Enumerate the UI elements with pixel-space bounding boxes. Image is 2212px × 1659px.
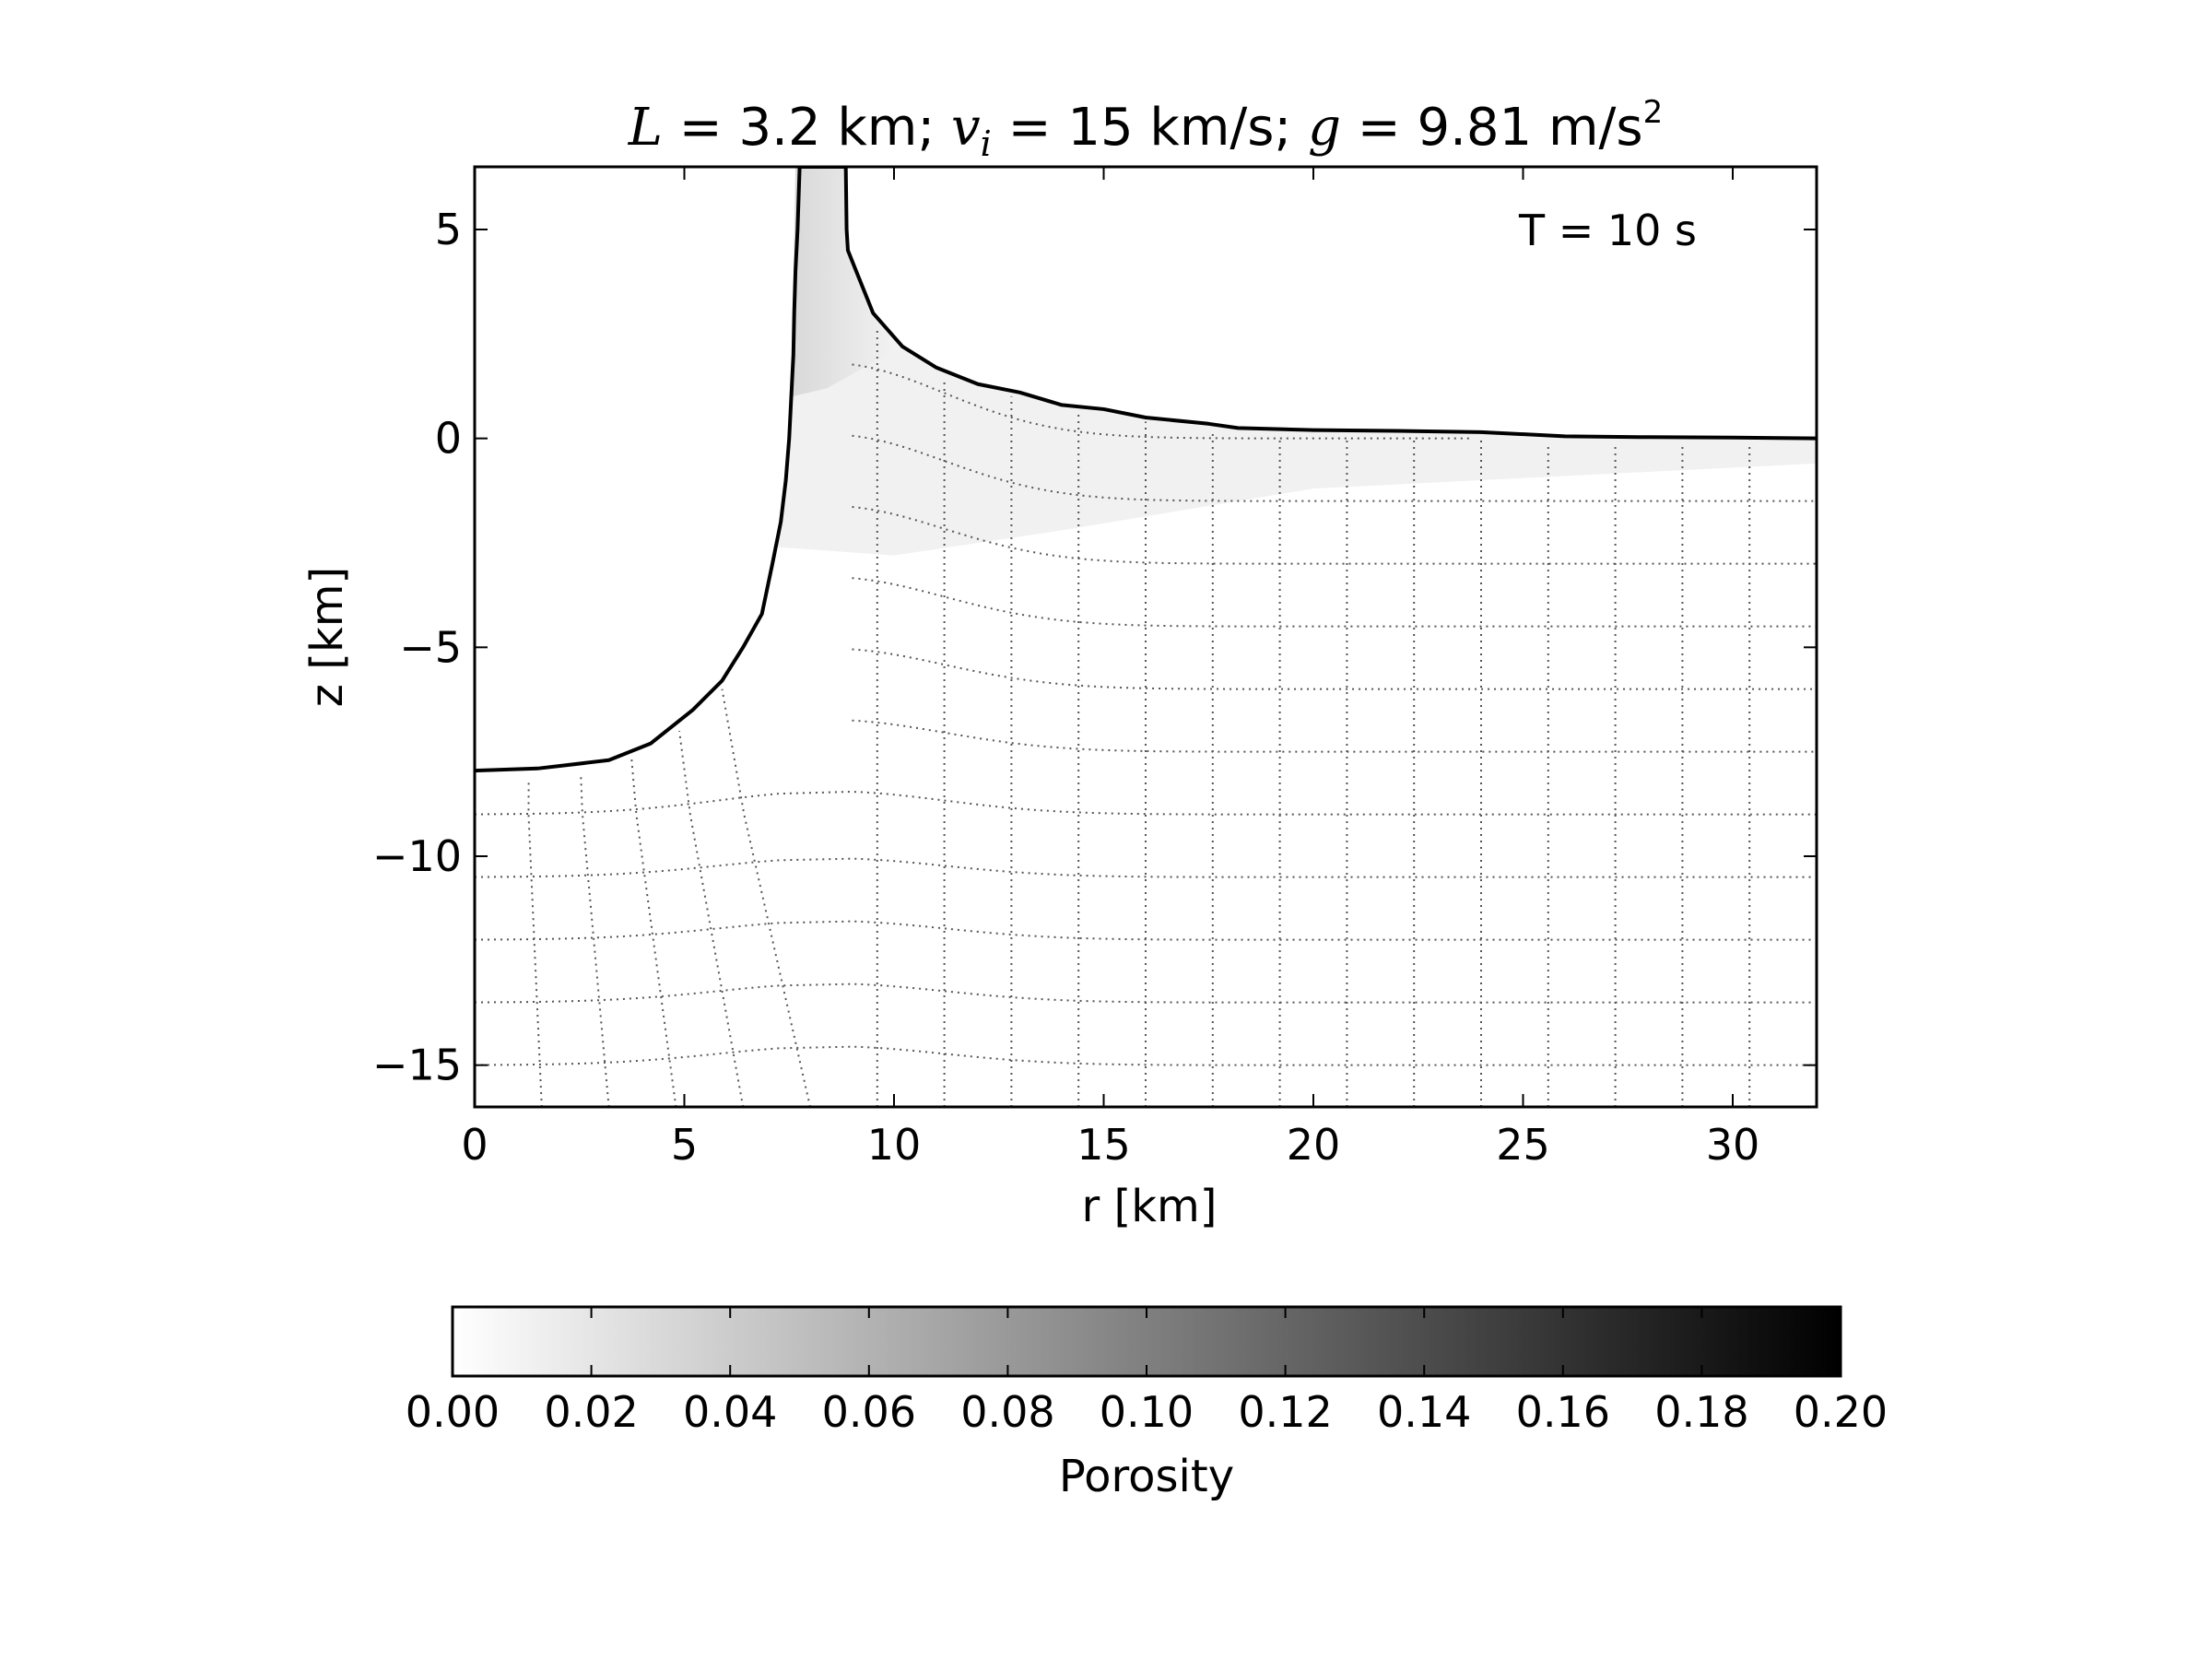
colorbar-label: Porosity — [1059, 1451, 1234, 1502]
plot-frame — [473, 165, 1818, 1109]
y-axis: 5 0 −5 −10 −15 — [372, 205, 1817, 1090]
colorbar-tick-label: 0.14 — [1377, 1387, 1471, 1437]
title-part-1: = 3.2 km; — [663, 98, 951, 158]
x-tick-label: 25 — [1496, 1120, 1550, 1170]
x-tick-label: 30 — [1706, 1120, 1760, 1170]
colorbar-tick-label: 0.02 — [544, 1387, 638, 1437]
time-annotation: T = 10 s — [1518, 206, 1697, 255]
tracer-row — [475, 982, 1817, 1004]
porous-zone — [776, 167, 1817, 556]
y-tick-label: −15 — [372, 1041, 462, 1090]
x-tick-label: 5 — [671, 1120, 698, 1170]
material-boundary-layer — [475, 167, 1817, 773]
title-var-v: v — [951, 98, 981, 158]
tracer-row — [852, 719, 1817, 753]
target-material — [475, 167, 1817, 1107]
colorbar-tick-label: 0.04 — [683, 1387, 777, 1437]
tracer-row — [475, 1045, 1817, 1066]
tracer-column — [527, 781, 543, 1107]
material-fill-layer — [475, 167, 1817, 1107]
colorbar-tick-label: 0.20 — [1794, 1387, 1888, 1437]
title-superscript: 2 — [1643, 94, 1664, 131]
x-tick-label: 20 — [1287, 1120, 1341, 1170]
tracer-column — [721, 688, 811, 1107]
colorbar-tick-label: 0.16 — [1516, 1387, 1610, 1437]
x-tick-label: 10 — [867, 1120, 922, 1170]
colorbar-tick-label: 0.10 — [1100, 1387, 1194, 1437]
tracer-row — [475, 920, 1817, 941]
title-part-3: = 9.81 m/s — [1341, 98, 1643, 158]
title-var-l: L — [628, 98, 663, 158]
tracer-row — [475, 790, 1817, 816]
tracer-row — [852, 434, 1817, 502]
chart-title: L = 3.2 km; vi = 15 km/s; g = 9.81 m/s2 — [628, 94, 1663, 164]
colorbar-tick-label: 0.00 — [406, 1387, 500, 1437]
x-tick-label: 0 — [461, 1120, 488, 1170]
y-tick-label: −5 — [399, 622, 462, 672]
y-tick-label: 5 — [435, 205, 462, 254]
title-var-g: g — [1308, 98, 1341, 158]
plot-area — [475, 167, 1817, 1107]
title-part-2: = 15 km/s; — [992, 98, 1308, 158]
tracer-column — [629, 756, 677, 1107]
colorbar-tick-label: 0.18 — [1654, 1387, 1748, 1437]
colorbar-tick-label: 0.08 — [960, 1387, 1054, 1437]
title-var-v-subscript: i — [981, 124, 992, 164]
material-boundary-line — [475, 167, 1817, 773]
x-axis: 0 5 10 15 20 25 30 — [461, 167, 1759, 1170]
x-axis-label: r [km] — [1082, 1181, 1218, 1232]
x-tick-label: 15 — [1077, 1120, 1131, 1170]
colorbar-tick-label: 0.06 — [822, 1387, 916, 1437]
ejecta-plume — [791, 167, 903, 397]
tracer-column — [580, 772, 610, 1107]
tracer-grid-layer — [475, 329, 1817, 1107]
y-axis-label: z [km] — [301, 567, 353, 707]
y-tick-label: −10 — [372, 831, 462, 881]
y-tick-label: 0 — [435, 414, 462, 464]
colorbar-tick-label: 0.12 — [1238, 1387, 1332, 1437]
tracer-row — [852, 648, 1817, 690]
tracer-row — [475, 857, 1817, 878]
colorbar-ticks: 0.00 0.02 0.04 0.06 0.08 0.10 0.12 0.14 0.16 0.18… — [406, 1307, 1888, 1437]
